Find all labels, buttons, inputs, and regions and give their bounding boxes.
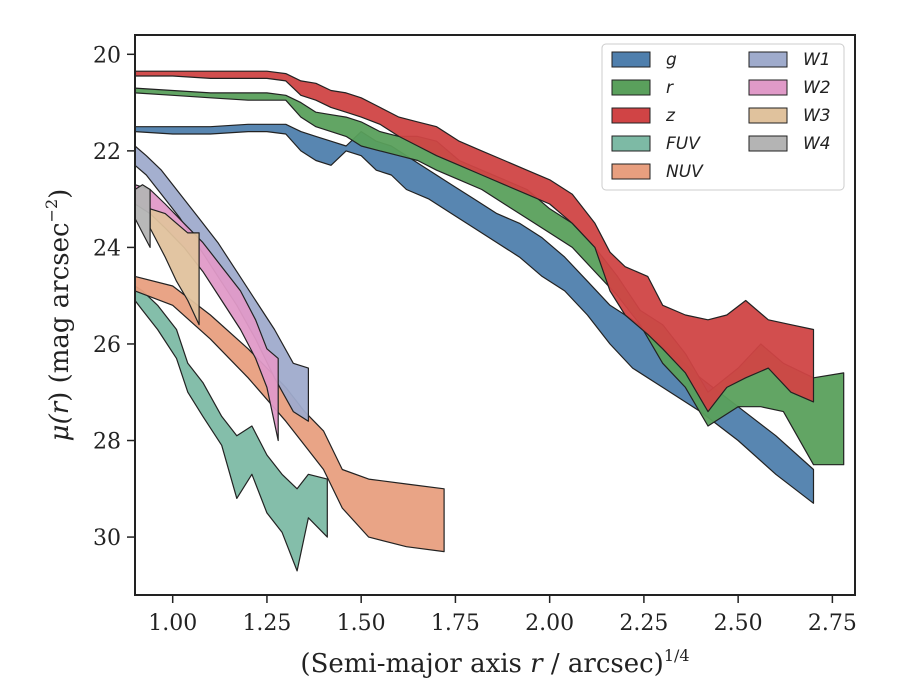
y-tick-label: 22: [93, 140, 121, 165]
legend-swatch-w1: [748, 51, 788, 68]
legend-label-nuv: NUV: [666, 162, 704, 182]
x-tick-label: 1.00: [148, 611, 197, 636]
legend-swatch-r: [611, 79, 651, 96]
legend-label-w4: W4: [803, 134, 831, 154]
legend-label-g: g: [666, 50, 677, 70]
legend-swatch-g: [611, 51, 651, 68]
y-axis-ticks: 20 22 24 26 28 30: [93, 43, 135, 551]
legend: grz FUV NUV W1 W2 W3 W4: [601, 43, 845, 191]
x-tick-label: 2.00: [525, 611, 574, 636]
y-tick-label: 20: [93, 43, 121, 68]
legend-swatch-w2: [748, 79, 788, 96]
legend-swatch-w3: [748, 107, 788, 124]
x-tick-label: 1.75: [431, 611, 480, 636]
y-tick-label: 28: [93, 430, 121, 455]
x-tick-label: 1.25: [242, 611, 291, 636]
band-w4: [134, 184, 151, 248]
y-tick-label: 26: [93, 333, 121, 358]
band-fuv: [134, 285, 328, 572]
legend-swatch-fuv: [611, 135, 651, 152]
x-tick-label: 2.25: [619, 611, 668, 636]
y-tick-label: 24: [93, 236, 121, 261]
x-tick-label: 1.50: [337, 611, 386, 636]
x-tick-label: 2.75: [808, 611, 857, 636]
legend-swatch-z: [611, 107, 651, 124]
legend-label-r: r: [666, 78, 674, 98]
y-axis-label: μ(r) (mag arcsec−2): [42, 189, 75, 442]
y-tick-label: 30: [93, 526, 121, 551]
plot-frame: [134, 34, 856, 596]
legend-label-w3: W3: [803, 106, 831, 126]
x-axis-ticks: 1.00 1.25 1.50 1.75 2.00 2.25 2.50 2.75: [148, 595, 857, 636]
band-r: [134, 87, 845, 466]
legend-label-z: z: [665, 106, 676, 126]
x-tick-label: 2.50: [714, 611, 763, 636]
band-z: [134, 70, 815, 413]
x-axis-label: (Semi-major axis r / arcsec)1/4: [300, 646, 689, 679]
legend-label-w2: W2: [803, 78, 831, 98]
band-w3: [149, 208, 200, 326]
legend-swatch-w4: [748, 135, 788, 152]
legend-label-w1: W1: [803, 50, 831, 70]
legend-label-fuv: FUV: [666, 134, 701, 154]
legend-swatch-nuv: [611, 163, 651, 180]
series-bands: [134, 70, 845, 572]
